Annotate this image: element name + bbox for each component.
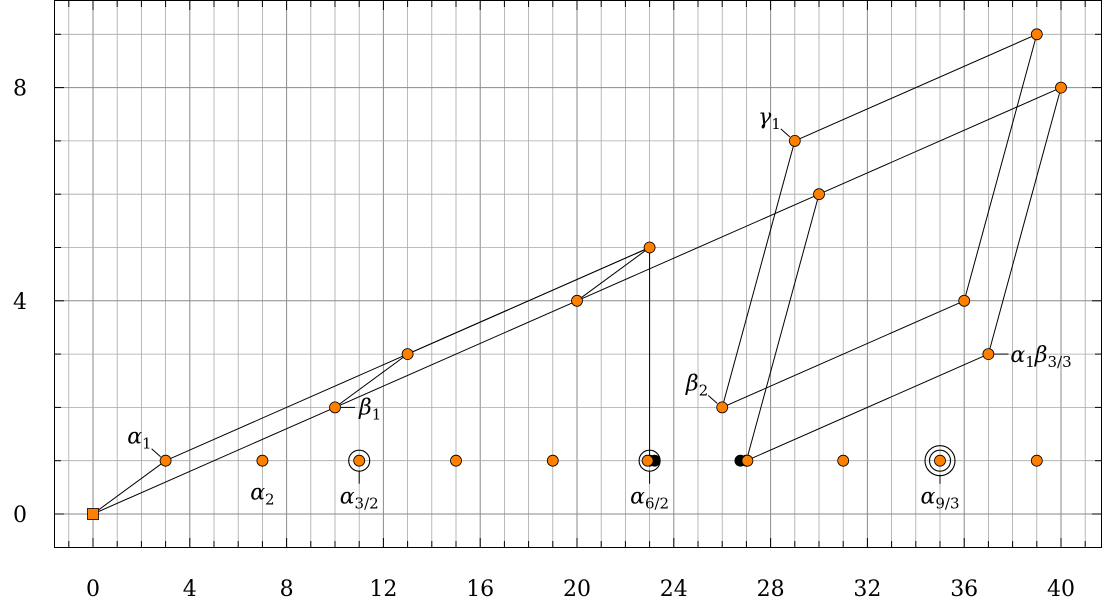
x-tick-label: 28: [757, 577, 785, 602]
segment-line: [92, 460, 166, 515]
x-tick-label: 32: [853, 577, 881, 602]
x-tick-label: 12: [369, 577, 397, 602]
x-tick-label: 8: [280, 577, 294, 602]
data-point: [934, 454, 946, 467]
data-point: [813, 188, 825, 201]
segment-line: [407, 247, 650, 355]
leader-line: [151, 448, 161, 458]
points: [87, 28, 1067, 520]
segment-line: [794, 33, 1038, 142]
annotation-label: α1β3/3: [1010, 343, 1071, 371]
segment-line: [818, 87, 1062, 195]
segments: [92, 33, 1062, 515]
segment-line: [745, 194, 820, 461]
axis-ticks: 0 4 8 12 16 20 24 28 32 36 40 0 4 8: [13, 1, 1101, 602]
annotation-label: α1: [127, 425, 151, 453]
data-point: [982, 348, 995, 361]
y-tick-label: 8: [13, 77, 27, 102]
annotation-label: α2: [250, 481, 274, 509]
data-point: [450, 454, 462, 467]
annotation-label: β1: [358, 395, 381, 423]
data-point: [788, 134, 801, 147]
data-point: [256, 454, 269, 467]
y-tick-label: 4: [13, 290, 27, 315]
data-point: [1030, 454, 1043, 467]
segment-line: [721, 300, 965, 408]
annotation-label: α3/2: [340, 485, 379, 513]
x-tick-label: 24: [660, 577, 688, 602]
data-point: [329, 401, 341, 414]
data-point: [353, 454, 366, 467]
data-point: [1055, 81, 1067, 94]
x-tick-label: 40: [1047, 577, 1075, 602]
segment-line: [576, 193, 820, 302]
data-point: [837, 454, 850, 467]
segment-line: [334, 353, 408, 408]
grid: [55, 1, 1101, 547]
data-point-front: [741, 454, 754, 467]
segment-line: [92, 406, 336, 515]
annotations: α1 α2 α3/2 α6/2 α9/3 β1 β2 γ1 α1β3/3: [127, 105, 1071, 513]
annotation-label: β2: [685, 371, 708, 399]
plot-frame: [54, 0, 1102, 548]
segment-line: [334, 300, 578, 408]
segment-line: [721, 140, 796, 408]
x-tick-label: 36: [950, 577, 978, 602]
data-point: [401, 348, 414, 361]
segment-line: [165, 353, 408, 462]
segment-line: [746, 353, 989, 462]
x-tick-label: 16: [466, 577, 494, 602]
leader-line: [780, 128, 791, 138]
annotation-label: γ1: [758, 105, 781, 133]
data-point-front: [641, 454, 654, 467]
data-point: [159, 454, 172, 467]
leader-line: [707, 395, 718, 404]
y-tick-label: 0: [13, 503, 27, 528]
x-tick-label: 20: [563, 577, 591, 602]
segment-line: [576, 247, 650, 302]
segment-line: [987, 87, 1062, 355]
segment-line: [963, 34, 1038, 301]
origin-point: [87, 508, 99, 520]
data-point: [716, 401, 729, 414]
data-point: [571, 294, 583, 307]
data-point: [643, 241, 656, 254]
annotation-label: α9/3: [921, 485, 960, 513]
data-point: [1030, 28, 1043, 41]
ring-marker: [928, 449, 952, 472]
data-point: [958, 294, 971, 307]
x-tick-label: 0: [86, 577, 100, 602]
data-point: [546, 454, 559, 467]
annotation-label: α6/2: [630, 485, 669, 513]
x-tick-label: 4: [183, 577, 197, 602]
